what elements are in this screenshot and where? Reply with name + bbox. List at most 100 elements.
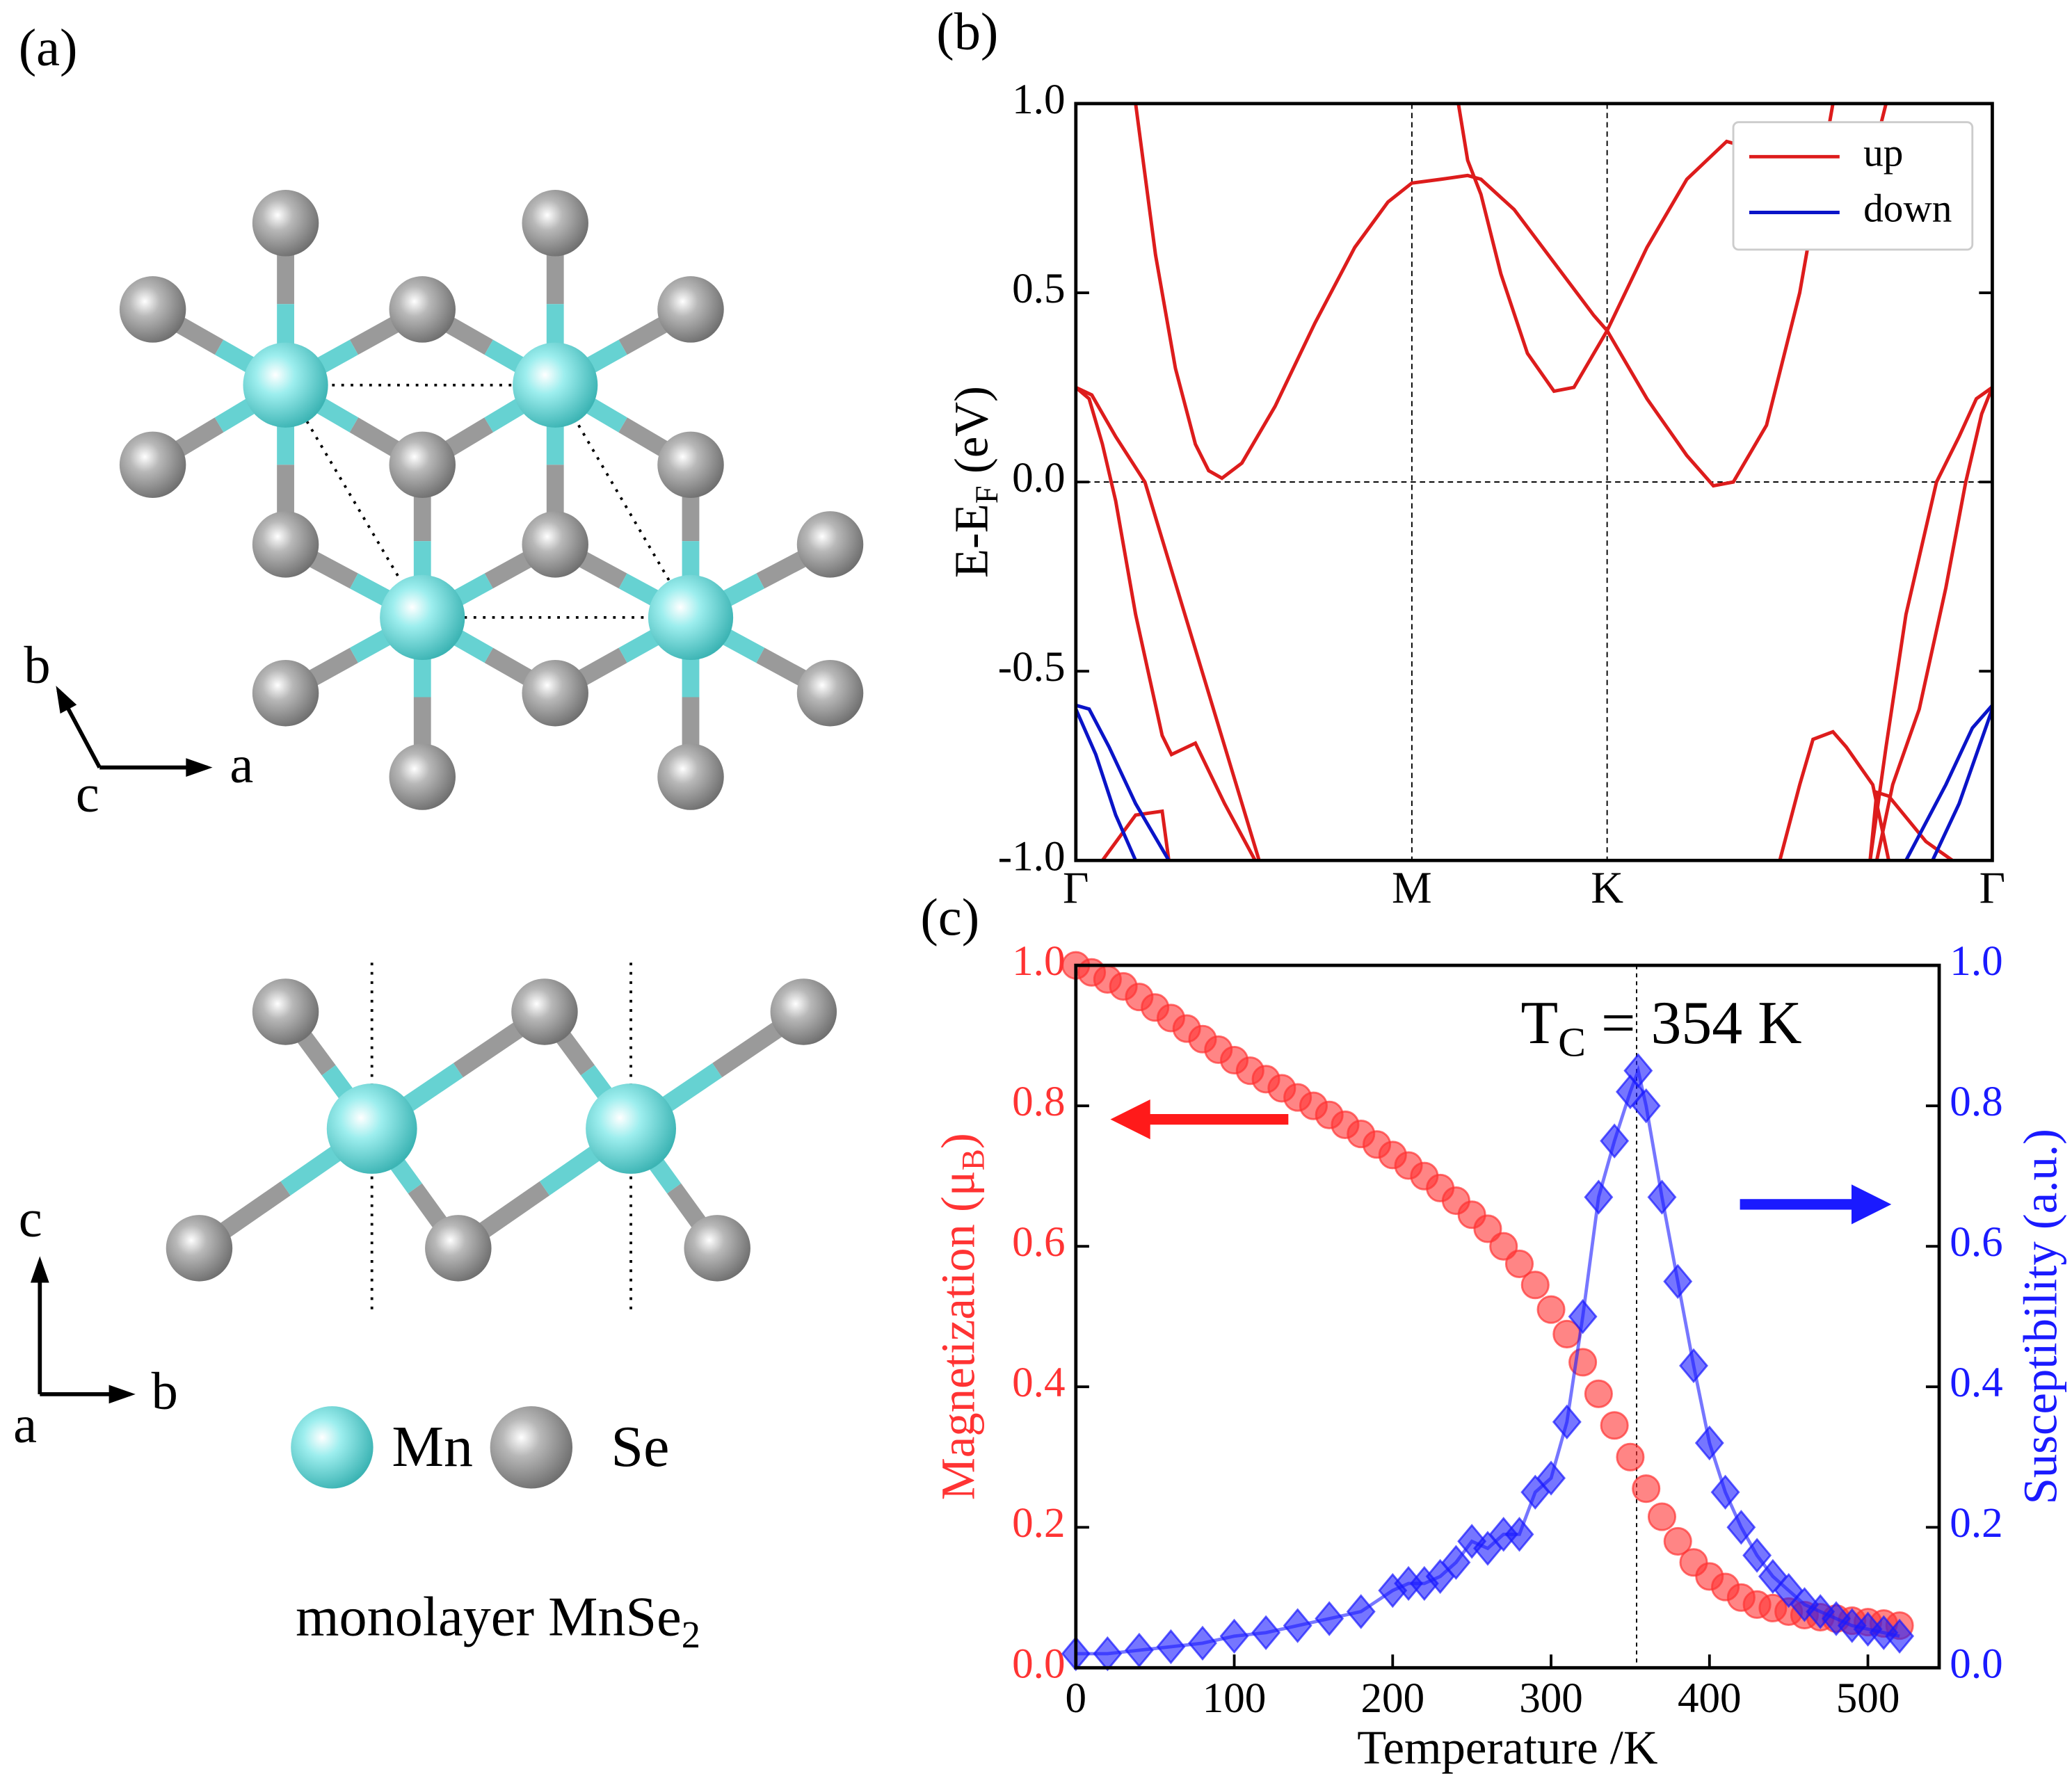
axis-label: c (19, 1189, 42, 1248)
se-atom (657, 743, 724, 810)
y2-tick-label: 1.0 (1950, 938, 2002, 985)
diamond-marker (1584, 1179, 1614, 1215)
se-atom (425, 1215, 492, 1282)
band-line (1075, 708, 1137, 861)
circle-marker (1632, 1474, 1661, 1503)
se-atom (522, 190, 588, 257)
band-line (1868, 790, 1954, 861)
mn-atom (380, 574, 465, 660)
legend-se (490, 1406, 573, 1489)
axis-label: a (230, 735, 253, 794)
band-line (1134, 103, 1835, 488)
y2-tick-label: 0.0 (1950, 1640, 2002, 1687)
caption-sub: 2 (682, 1613, 700, 1655)
mn-atom (648, 574, 734, 660)
x-tick-label: 200 (1360, 1675, 1424, 1722)
band-line (1874, 387, 1993, 861)
diamond-marker (1536, 1460, 1566, 1496)
x-tick-label: 300 (1519, 1675, 1583, 1722)
y-axis-label-sub: F (969, 485, 1005, 503)
se-atom (522, 659, 588, 727)
circle-marker (1504, 1249, 1534, 1278)
y-axis-label-main: Magnetization (μ (931, 1170, 984, 1500)
legend-mn (291, 1406, 374, 1489)
se-atom (770, 978, 837, 1045)
se-atom (252, 511, 319, 578)
diamond-marker (1441, 1545, 1471, 1580)
y-tick-label: 0.0 (1012, 455, 1065, 501)
x-axis-label: Temperature /K (1357, 1721, 1657, 1774)
y-tick-label: -0.5 (998, 644, 1066, 691)
mn-atom (513, 342, 598, 428)
diamond-marker (1504, 1517, 1534, 1552)
y2-tick-label: 0.8 (1950, 1079, 2002, 1125)
y-tick-label: 0.4 (1012, 1360, 1065, 1406)
se-atom (119, 276, 186, 343)
y-tick-label: 1.0 (1012, 76, 1065, 123)
circle-marker (1473, 1214, 1502, 1243)
x-tick-label: Γ (1063, 863, 1089, 913)
diamond-marker (1315, 1601, 1344, 1636)
caption: monolayer MnSe2 (296, 1587, 700, 1656)
panel-label: (b) (936, 2, 998, 61)
diamond-marker (1568, 1299, 1598, 1334)
se-atom (657, 276, 724, 343)
axis-label: b (24, 636, 50, 695)
tc-annotation-main: T (1521, 989, 1559, 1056)
diamond-marker (1631, 1088, 1661, 1124)
y-tick-label: 1.0 (1012, 938, 1065, 985)
se-atom (684, 1215, 750, 1282)
legend-box (1732, 121, 1974, 251)
se-atom (119, 431, 186, 499)
mn-atom (326, 1083, 417, 1174)
se-atom (796, 659, 864, 727)
diamond-marker (1742, 1538, 1772, 1573)
crystal-structure (30, 190, 864, 1404)
axis-label: b (152, 1362, 178, 1421)
diamond-marker (1710, 1474, 1740, 1510)
y-tick-label: 0.5 (1012, 266, 1065, 312)
plot-frame (1074, 102, 1994, 862)
diamond-marker (1647, 1179, 1677, 1215)
axis-label: c (76, 764, 99, 823)
diamond-marker (1623, 1053, 1653, 1088)
diamond-marker (1346, 1594, 1376, 1629)
axis-arrow-head (109, 1385, 136, 1404)
band-line (1100, 809, 1171, 861)
band-line (1075, 386, 1257, 861)
circle-marker (1647, 1502, 1677, 1531)
x-tick-label: 500 (1836, 1675, 1900, 1722)
se-atom (166, 1215, 233, 1282)
band-line (1075, 703, 1171, 861)
mn-atom (586, 1083, 676, 1174)
se-atom (252, 978, 319, 1045)
se-atom (389, 743, 456, 810)
y2-tick-label: 0.4 (1950, 1360, 2002, 1406)
y-tick-label: 0.8 (1012, 1079, 1065, 1125)
diamond-marker (1093, 1636, 1123, 1672)
se-atom (796, 511, 864, 578)
circle-marker (1616, 1442, 1645, 1471)
se-atom (389, 276, 456, 343)
se-atom (511, 978, 578, 1045)
legend-label: Se (611, 1414, 669, 1479)
x-tick-label: 100 (1203, 1675, 1267, 1722)
circle-marker (1663, 1526, 1692, 1556)
y-axis-label-rest: (eV) (945, 386, 997, 485)
band-line (1778, 729, 1890, 861)
legend-label: down (1863, 187, 1952, 231)
mn-atom (243, 342, 328, 428)
y-tick-label: 0.6 (1012, 1219, 1065, 1266)
se-atom (252, 190, 319, 257)
y-tick-label: 0.2 (1012, 1500, 1065, 1547)
diamond-marker (1283, 1608, 1312, 1643)
y-axis-label-main: E-E (945, 503, 997, 578)
diamond-marker (1251, 1615, 1281, 1650)
right-arrow (1740, 1184, 1892, 1225)
x-tick-label: 0 (1066, 1675, 1087, 1722)
legend-label: Mn (392, 1414, 473, 1479)
circle-marker (1600, 1411, 1629, 1440)
diamond-marker (1726, 1510, 1756, 1545)
tc-annotation-sub: C (1558, 1019, 1586, 1065)
